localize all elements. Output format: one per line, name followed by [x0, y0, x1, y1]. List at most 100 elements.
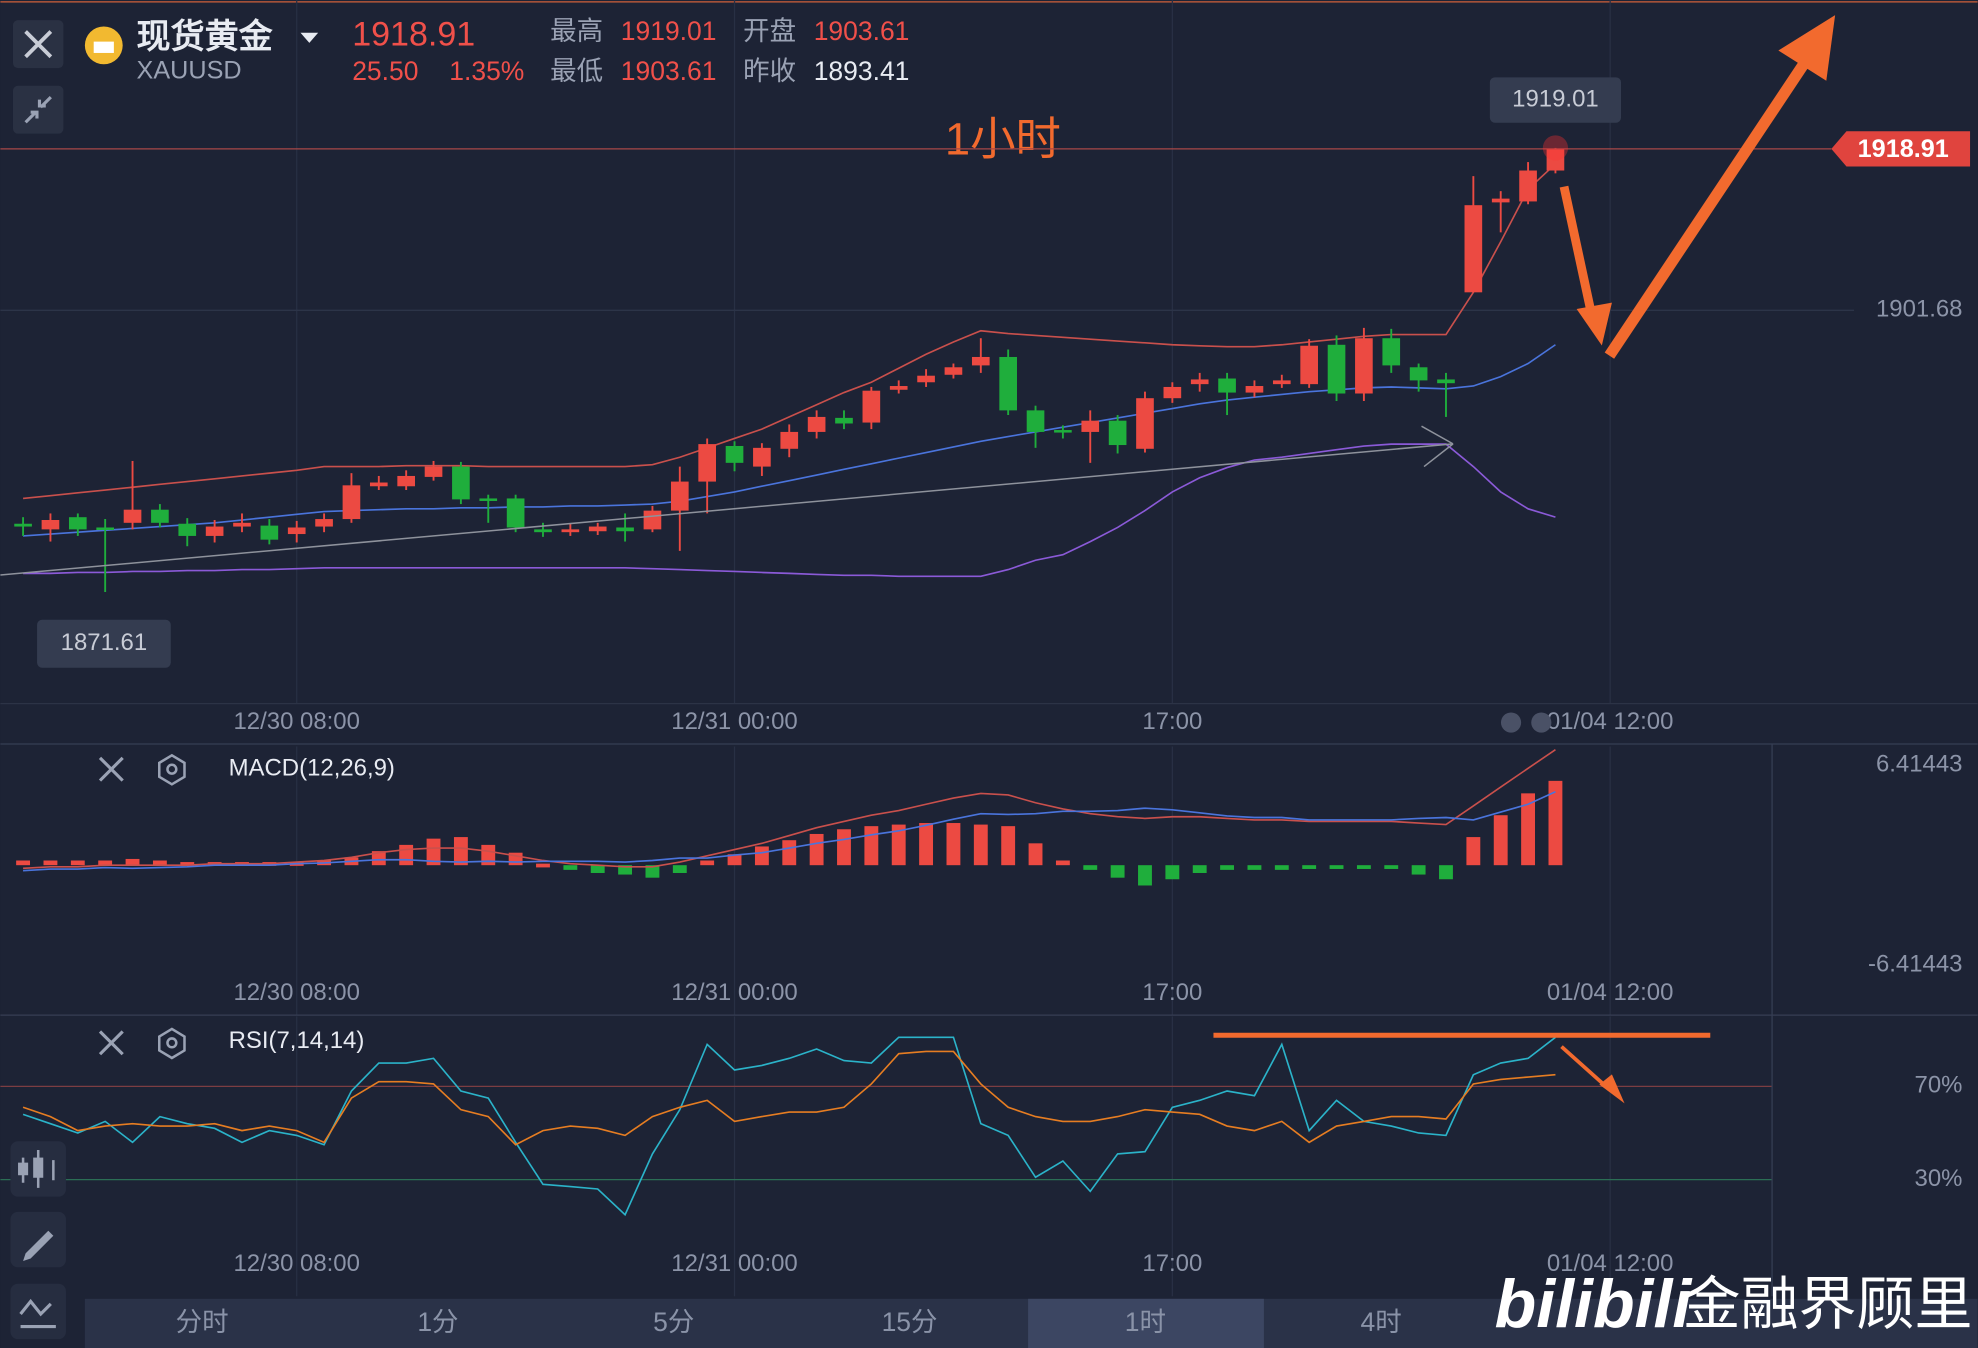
macd-bar — [1356, 865, 1371, 869]
candle-body — [1054, 430, 1072, 433]
macd-bar — [1083, 865, 1098, 870]
candle-body — [452, 466, 470, 500]
y-tick-label: 70% — [1915, 1072, 1963, 1099]
candle-body — [41, 519, 60, 530]
timeframe-tabs: 分时 1分 5分 15分 1时 4时 — [176, 1298, 1402, 1348]
macd-bar — [1138, 865, 1152, 886]
stat-label: 昨收 — [743, 56, 796, 86]
remove-indicator[interactable] — [98, 756, 124, 782]
indicator-line — [23, 748, 1556, 870]
y-tick-label: 30% — [1915, 1165, 1963, 1192]
macd-bar — [700, 860, 715, 866]
macd-bar — [1220, 865, 1235, 870]
macd-bar — [1247, 865, 1262, 870]
macd-bar — [371, 851, 386, 866]
dropdown-icon[interactable] — [300, 32, 319, 43]
tool-icon — [18, 1162, 29, 1176]
candle-body — [1491, 198, 1510, 203]
macd-bar — [1493, 815, 1508, 866]
x-tick-label: 12/31 00:00 — [671, 1250, 797, 1277]
macd-bar — [837, 829, 851, 866]
x-tick-label: 12/30 08:00 — [233, 979, 359, 1006]
candle-body — [123, 509, 142, 523]
last-price: 1918.91 — [352, 16, 475, 54]
candle-body — [205, 526, 224, 536]
indicator-title: RSI(7,14,14) — [229, 1027, 365, 1054]
timeframe-tab[interactable]: 4时 — [1361, 1307, 1402, 1337]
macd-bar — [864, 826, 879, 866]
arrow-down — [1559, 185, 1597, 317]
macd-bar — [563, 865, 578, 870]
candle-body — [14, 523, 32, 527]
tool-draw[interactable] — [10, 1211, 66, 1268]
macd-bar — [1055, 860, 1070, 866]
candle-body — [1081, 420, 1100, 432]
macd-bar — [16, 860, 31, 866]
candle-body — [315, 519, 333, 527]
chart-title: 1小时 — [945, 113, 1061, 164]
high-callout — [1489, 77, 1622, 123]
x-tick-label: 12/31 00:00 — [671, 708, 797, 735]
candle-body — [889, 386, 908, 390]
stat-value: 1903.61 — [621, 56, 717, 86]
y-tick-label: -6.41443 — [1868, 951, 1963, 978]
timeframe-tab[interactable]: 分时 — [176, 1307, 229, 1337]
collapse-icon — [24, 95, 52, 124]
high-callout-label: 1919.01 — [1512, 85, 1599, 112]
macd-bar — [1329, 865, 1344, 869]
candle-body — [944, 367, 963, 375]
collapse-button[interactable] — [12, 85, 64, 134]
timeframe-tab[interactable]: 15分 — [882, 1307, 938, 1337]
macd-bar — [1110, 865, 1125, 878]
candle-body — [287, 527, 306, 535]
indicator-settings[interactable] — [158, 753, 186, 786]
instrument-name: 现货黄金 — [137, 17, 274, 56]
x-tick-label: 01/04 12:00 — [1547, 708, 1673, 735]
candle-body — [1218, 378, 1236, 393]
macd-bar — [70, 860, 85, 866]
scroll-dot[interactable] — [1531, 712, 1552, 733]
candle-body — [725, 445, 744, 463]
arrow-head — [1599, 1074, 1625, 1104]
macd-bar — [1466, 837, 1481, 866]
candle-body — [479, 498, 498, 501]
tool-icon — [23, 1230, 54, 1261]
low-callout — [37, 619, 171, 668]
x-tick-label: 01/04 12:00 — [1547, 1250, 1673, 1277]
x-tick-label: 12/31 00:00 — [671, 979, 797, 1006]
scroll-dot[interactable] — [1500, 712, 1522, 733]
macd-bar — [1411, 865, 1426, 875]
remove-indicator[interactable] — [98, 1030, 124, 1056]
candle-body — [1026, 410, 1045, 432]
macd-bar — [98, 860, 113, 866]
macd-bar — [754, 846, 769, 866]
candle-body — [260, 525, 279, 540]
x-tick-label: 12/30 08:00 — [233, 708, 359, 735]
timeframe-tab[interactable]: 1分 — [417, 1307, 458, 1337]
timeframe-tab[interactable]: 1时 — [1125, 1307, 1166, 1337]
macd-bar — [125, 858, 140, 866]
indicator-settings[interactable] — [158, 1027, 186, 1060]
stat-value: 1919.01 — [621, 16, 717, 46]
candle-body — [835, 417, 853, 424]
stat-value: 1893.41 — [814, 56, 910, 86]
y-tick-label: 6.41443 — [1876, 750, 1963, 777]
trend-line — [0, 425, 1454, 576]
macd-bar — [43, 860, 58, 866]
active-tab-bg — [1028, 1298, 1264, 1348]
macd-bar — [727, 854, 742, 866]
macd-bar — [1192, 865, 1207, 873]
timeframe-tab[interactable]: 5分 — [653, 1307, 694, 1337]
arrow-head — [1778, 15, 1836, 81]
macd-bar — [782, 840, 797, 866]
macd-bar — [180, 862, 195, 866]
candle-body — [753, 447, 771, 467]
macd-bar — [590, 865, 605, 873]
macd-bar — [1028, 843, 1043, 866]
instrument-symbol: XAUUSD — [137, 57, 242, 85]
low-callout-label: 1871.61 — [61, 629, 148, 656]
macd-bar — [809, 833, 824, 866]
annotations — [0, 15, 1836, 1104]
candle-body — [1136, 398, 1154, 449]
arrow-up — [1604, 57, 1811, 359]
